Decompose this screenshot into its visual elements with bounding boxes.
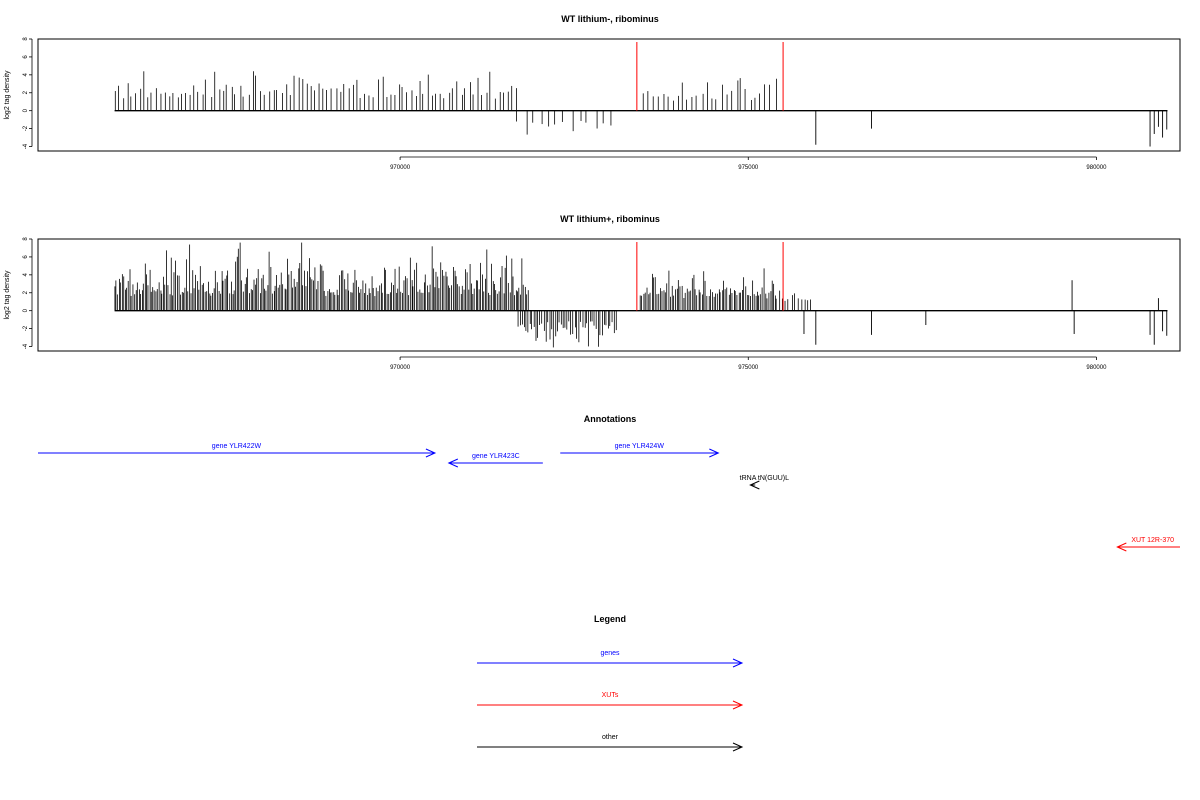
x-tick-label: 975000 xyxy=(738,365,759,371)
y-tick-label: 4 xyxy=(23,273,29,277)
legend-label: XUTs xyxy=(602,692,619,699)
annotation-label: tRNA tN(GUU)L xyxy=(740,475,790,482)
legend-arrowhead xyxy=(732,742,744,752)
y-axis-label: log2 tag density xyxy=(4,70,11,120)
y-tick-label: 4 xyxy=(23,73,29,77)
annotation-arrowhead xyxy=(709,448,720,458)
annotation-feature: gene YLR423C xyxy=(447,453,543,468)
annotations-title: Annotations xyxy=(584,414,637,424)
x-tick-label: 975000 xyxy=(738,165,759,171)
panel-title: WT lithium-, ribominus xyxy=(561,14,659,24)
y-tick-label: 0 xyxy=(23,308,29,312)
annotation-feature: tRNA tN(GUU)L xyxy=(740,475,790,490)
plot-frame xyxy=(37,238,1181,352)
legend-item: XUTs xyxy=(477,692,744,710)
legend: Legend genes XUTs other xyxy=(477,614,744,752)
annotation-feature: gene YLR424W xyxy=(560,443,720,458)
panel-lithium-minus: WT lithium-, ribominus log2 tag density … xyxy=(4,14,1181,171)
annotation-label: XUT 12R-370 xyxy=(1131,537,1174,544)
y-tick-label: -2 xyxy=(23,325,29,331)
annotation-label: gene YLR422W xyxy=(212,443,262,450)
signal-bars xyxy=(114,242,1168,348)
y-tick-label: 8 xyxy=(23,37,29,41)
y-tick-label: 2 xyxy=(23,90,29,94)
plot-frame xyxy=(37,38,1181,152)
legend-arrowhead xyxy=(732,658,744,668)
x-tick-label: 970000 xyxy=(390,365,411,371)
legend-item: other xyxy=(477,734,744,752)
y-tick-label: -2 xyxy=(23,125,29,131)
panel-lithium-plus: WT lithium+, ribominus log2 tag density … xyxy=(4,214,1181,371)
x-tick-label: 980000 xyxy=(1086,365,1107,371)
y-tick-label: 6 xyxy=(23,55,29,59)
annotation-feature: gene YLR422W xyxy=(38,443,437,458)
signal-bars xyxy=(114,42,1168,147)
legend-label: other xyxy=(602,734,619,741)
legend-label: genes xyxy=(600,650,620,657)
x-tick-label: 980000 xyxy=(1086,165,1107,171)
y-tick-label: -4 xyxy=(23,143,29,149)
annotation-arrowhead xyxy=(749,480,760,490)
y-axis-label: log2 tag density xyxy=(4,270,11,320)
y-tick-label: 2 xyxy=(23,290,29,294)
y-tick-label: 0 xyxy=(23,108,29,112)
annotation-arrowhead xyxy=(447,458,459,468)
axes: -4 -2 0 2 4 6 8 970000 975000 980000 xyxy=(23,237,1107,371)
legend-arrowhead xyxy=(732,700,744,710)
x-tick-label: 970000 xyxy=(390,165,411,171)
y-tick-label: 6 xyxy=(23,255,29,259)
annotation-label: gene YLR424W xyxy=(615,443,665,450)
annotation-arrowhead xyxy=(425,448,437,458)
axes: -4 -2 0 2 4 6 8 970000 975000 980000 xyxy=(23,37,1107,171)
y-tick-label: -4 xyxy=(23,343,29,349)
annotation-arrowhead xyxy=(1116,542,1127,552)
legend-title: Legend xyxy=(594,614,626,624)
legend-item: genes xyxy=(477,650,744,668)
panel-title: WT lithium+, ribominus xyxy=(560,214,660,224)
annotation-label: gene YLR423C xyxy=(472,453,520,460)
y-tick-label: 8 xyxy=(23,237,29,241)
annotations-track: Annotations gene YLR422W gene YLR423C gene… xyxy=(38,414,1180,552)
annotation-feature: XUT 12R-370 xyxy=(1116,537,1180,552)
